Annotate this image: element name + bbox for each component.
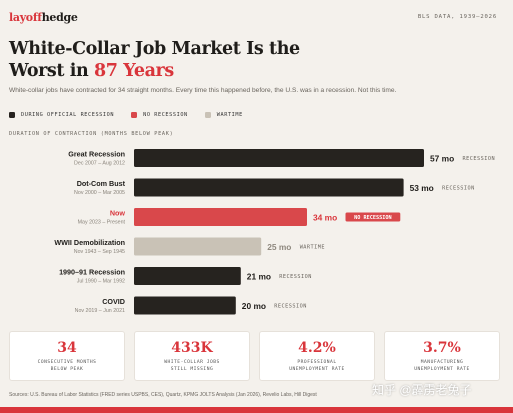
bar	[134, 149, 424, 167]
sources-footer: Sources: U.S. Bureau of Labor Statistics…	[9, 392, 317, 398]
stat-value: 4.2%	[298, 340, 336, 356]
bar-tag-label: RECESSION	[279, 274, 312, 280]
axis-label: DURATION OF CONTRACTION (MONTHS BELOW PE…	[9, 131, 174, 137]
bar-category-label: Great Recession	[68, 150, 125, 159]
legend-label-no-recession: NO RECESSION	[143, 112, 188, 118]
stat-cards: 34 CONSECUTIVE MONTHS BELOW PEAK 433K WH…	[9, 331, 504, 381]
page-title: White-Collar Job Market Is the Worst in …	[9, 38, 300, 82]
brand-part-1: layoff	[9, 11, 42, 24]
legend-swatch-recession	[9, 112, 15, 118]
bar-date-range: May 2023 – Present	[78, 220, 126, 226]
bar-value-label: 21 mo	[247, 272, 271, 282]
legend-label-wartime: WARTIME	[216, 112, 243, 118]
legend-item-recession: DURING OFFICIAL RECESSION	[9, 112, 114, 118]
bar-category-label: WWII Demobilization	[54, 238, 125, 247]
bar-value-label: 57 mo	[430, 154, 454, 164]
title-line-1: White-Collar Job Market Is the	[9, 39, 300, 59]
bar	[134, 296, 236, 315]
bar-tag-label: RECESSION	[463, 156, 496, 162]
stat-value: 3.7%	[423, 340, 461, 356]
bar-category-label: Dot-Com Bust	[77, 179, 126, 188]
bar-chart: Great Recession Dec 2007 – Aug 2012 57 mo R…	[54, 149, 496, 315]
stat-value: 34	[57, 340, 77, 356]
legend-swatch-no-recession	[131, 112, 138, 118]
bar-tag-label: RECESSION	[274, 304, 307, 310]
title-line-2-prefix: Worst in	[9, 61, 89, 81]
stat-card-jobs: 433K WHITE-COLLAR JOBS STILL MISSING	[134, 331, 250, 381]
bar-tag-badge	[345, 212, 401, 222]
brand-part-2: hedge	[41, 11, 78, 24]
brand-logo[interactable]: layoffhedge	[9, 11, 78, 24]
subtitle: White-collar jobs have contracted for 34…	[9, 87, 397, 94]
title-line-2: Worst in 87 Years	[9, 60, 300, 82]
bar-date-range: Dec 2007 – Aug 2012	[74, 161, 125, 167]
bar-tag-label: NO RECESSION	[354, 215, 391, 221]
stat-card-professional-rate: 4.2% PROFESSIONAL UNEMPLOYMENT RATE	[259, 331, 375, 381]
bar-date-range: Nov 1943 – Sep 1945	[74, 249, 125, 255]
chart-legend: DURING OFFICIAL RECESSION NO RECESSION W…	[9, 112, 260, 118]
bar-value-label: 53 mo	[410, 183, 434, 193]
bar	[134, 178, 404, 197]
stat-label: CONSECUTIVE MONTHS BELOW PEAK	[37, 360, 97, 372]
data-source-note: BLS DATA, 1939–2026	[417, 14, 497, 20]
legend-item-no-recession: NO RECESSION	[131, 112, 188, 118]
stat-label: PROFESSIONAL UNEMPLOYMENT RATE	[289, 360, 345, 372]
legend-label-recession: DURING OFFICIAL RECESSION	[21, 112, 115, 118]
title-highlight: 87 Years	[94, 61, 174, 81]
bar	[134, 267, 241, 285]
bar-category-label: 1990–91 Recession	[59, 268, 125, 277]
legend-item-wartime: WARTIME	[204, 112, 243, 118]
bar-value-label: 34 mo	[313, 213, 337, 223]
stat-card-manufacturing-rate: 3.7% MANUFACTURING UNEMPLOYMENT RATE	[384, 331, 500, 381]
bar-category-label: Now	[110, 209, 126, 218]
stat-card-months: 34 CONSECUTIVE MONTHS BELOW PEAK	[9, 331, 125, 381]
bar	[134, 237, 262, 256]
bar-tag-label: RECESSION	[442, 186, 475, 192]
stat-label: MANUFACTURING UNEMPLOYMENT RATE	[414, 360, 470, 372]
bar-category-label: COVID	[102, 297, 125, 306]
legend-swatch-wartime	[204, 112, 211, 118]
bar	[134, 208, 307, 226]
bar-date-range: Nov 2019 – Jun 2021	[75, 308, 125, 314]
bar-date-range: Jul 1990 – Mar 1992	[77, 279, 125, 285]
bar-value-label: 20 mo	[242, 301, 266, 311]
bar-tag-label: WARTIME	[300, 245, 325, 251]
stat-label: WHITE-COLLAR JOBS STILL MISSING	[164, 360, 220, 372]
bar-value-label: 25 mo	[267, 242, 291, 252]
stat-value: 433K	[171, 340, 213, 356]
accent-bar	[0, 407, 513, 413]
watermark: 知乎 @霹雳老兔子	[372, 383, 472, 397]
bar-date-range: Nov 2000 – Mar 2005	[74, 190, 125, 196]
